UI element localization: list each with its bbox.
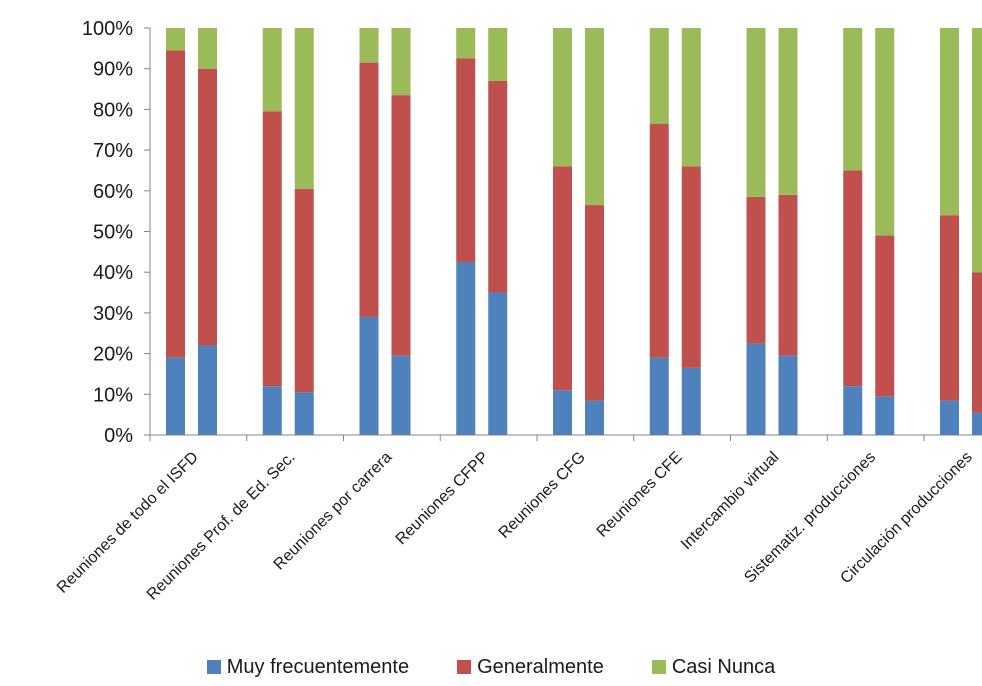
y-tick-label: 60% — [93, 181, 133, 203]
bar-segment-muy-frecuentemente — [585, 400, 604, 435]
legend-label: Casi Nunca — [671, 655, 776, 678]
bar-segment-casi-nunca — [262, 28, 282, 112]
bar-segment-muy-frecuentemente — [649, 357, 669, 435]
bar-segment-generalmente — [166, 50, 185, 358]
legend-swatch-muy-frecuentemente — [206, 660, 221, 674]
y-tick-label: 0% — [104, 425, 133, 447]
bar-segment-casi-nunca — [585, 28, 604, 206]
bar-segment-casi-nunca — [843, 28, 863, 171]
bar-segment-generalmente — [359, 62, 379, 317]
bar-segment-casi-nunca — [488, 28, 508, 81]
legend-item-casi-nunca: Casi Nunca — [651, 655, 776, 679]
bar-segment-muy-frecuentemente — [262, 386, 282, 435]
bar-segment-casi-nunca — [746, 28, 766, 197]
bar-segment-generalmente — [488, 80, 508, 293]
bar-segment-muy-frecuentemente — [778, 355, 798, 435]
bar-segment-muy-frecuentemente — [166, 357, 185, 435]
legend-item-generalmente: Generalmente — [457, 656, 604, 679]
bar-segment-muy-frecuentemente — [391, 355, 411, 435]
bar-segment-muy-frecuentemente — [198, 345, 217, 435]
y-tick-label: 50% — [93, 222, 133, 244]
bar-segment-casi-nunca — [972, 28, 982, 273]
axes: 0% 10% 20% 30% 40% 50% 60% 70% 80% 90% 100% — [82, 18, 982, 447]
bar-segment-generalmente — [875, 235, 895, 397]
x-category-label: Reuniones CFE — [594, 449, 686, 541]
bar-segment-generalmente — [198, 68, 217, 346]
bar-segment-generalmente — [746, 196, 766, 344]
bar-segment-generalmente — [940, 215, 959, 401]
bar-segment-casi-nunca — [681, 28, 701, 167]
bar-segment-muy-frecuentemente — [681, 367, 701, 435]
y-tick-label: 70% — [93, 140, 133, 162]
x-category-label: Intercambio virtual — [678, 449, 782, 553]
bar-segment-casi-nunca — [778, 28, 798, 195]
bar-segment-muy-frecuentemente — [456, 262, 476, 435]
legend-swatch-generalmente — [457, 660, 472, 674]
y-tick-label: 20% — [93, 344, 133, 366]
legend-item-muy-frecuentemente: Muy frecuentemente — [206, 655, 410, 679]
bar-segment-muy-frecuentemente — [940, 400, 959, 435]
bar-segment-generalmente — [391, 95, 411, 356]
y-tick-label: 100% — [82, 18, 133, 40]
bar-segment-casi-nunca — [359, 28, 379, 63]
bar-segment-casi-nunca — [553, 28, 572, 167]
bar-segment-generalmente — [456, 58, 476, 263]
bar-segment-muy-frecuentemente — [294, 392, 314, 435]
bar-segment-muy-frecuentemente — [553, 390, 572, 435]
legend-swatch-casi-nunca — [651, 660, 666, 674]
y-tick-label: 90% — [93, 59, 133, 81]
bar-segment-casi-nunca — [294, 28, 314, 189]
bar-segment-muy-frecuentemente — [488, 292, 508, 435]
bar-segment-generalmente — [585, 205, 604, 401]
bar-segment-muy-frecuentemente — [875, 396, 895, 435]
legend-label: Muy frecuentemente — [226, 655, 410, 678]
y-tick-label: 40% — [93, 262, 133, 284]
bar-segment-casi-nunca — [649, 28, 669, 124]
bar-segment-casi-nunca — [875, 28, 895, 236]
x-category-label: Reuniones CFG — [496, 449, 589, 542]
bar-segment-casi-nunca — [198, 28, 217, 69]
bar-segment-generalmente — [649, 123, 669, 358]
bar-segment-casi-nunca — [166, 28, 185, 51]
y-tick-label: 30% — [93, 303, 133, 325]
bar-segment-generalmente — [262, 111, 282, 387]
bar-segment-casi-nunca — [940, 28, 959, 216]
bar-segment-muy-frecuentemente — [359, 316, 379, 435]
bar-segment-generalmente — [553, 166, 572, 391]
y-tick-label: 10% — [93, 384, 133, 406]
bars — [166, 28, 982, 435]
bar-segment-generalmente — [778, 194, 798, 356]
x-category-label: Reuniones CFPP — [393, 449, 492, 548]
legend: Muy frecuentemente Generalmente Casi Nun… — [0, 651, 982, 683]
bar-segment-muy-frecuentemente — [843, 386, 863, 435]
bar-segment-generalmente — [294, 188, 314, 393]
bar-segment-generalmente — [681, 166, 701, 368]
y-tick-label: 80% — [93, 99, 133, 121]
legend-label: Generalmente — [477, 655, 604, 678]
bar-segment-casi-nunca — [456, 28, 476, 59]
bar-segment-muy-frecuentemente — [972, 412, 982, 435]
bar-segment-casi-nunca — [391, 28, 411, 96]
bar-segment-generalmente — [843, 170, 863, 387]
bar-segment-generalmente — [972, 272, 982, 413]
bar-segment-muy-frecuentemente — [746, 343, 766, 435]
